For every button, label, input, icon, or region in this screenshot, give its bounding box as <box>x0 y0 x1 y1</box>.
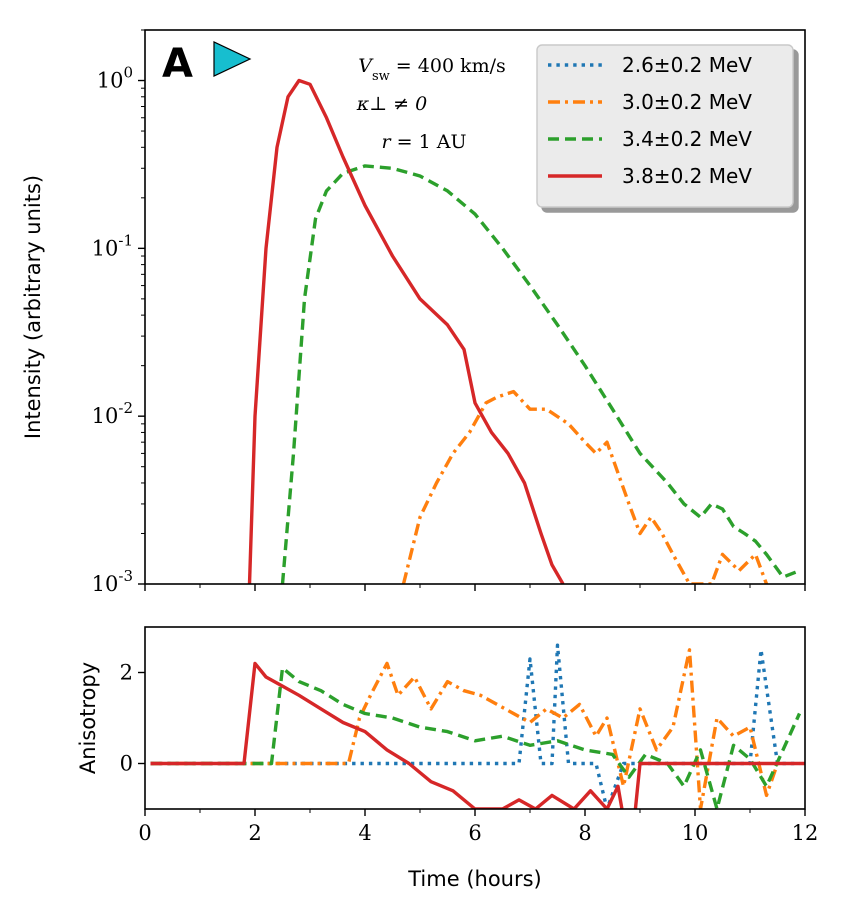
intensity-series-3.0 <box>401 389 769 584</box>
legend-box <box>536 44 794 208</box>
anisotropy-series-3.0 <box>150 648 780 809</box>
anisotropy-panel: 0 2 0 2 4 6 8 10 12 Anisotropy Time (hours) <box>76 626 819 891</box>
time-xtick-label: 2 <box>248 821 261 845</box>
time-xtick-label: 12 <box>792 821 819 845</box>
radius-annotation: r = 1 AU <box>382 131 467 153</box>
anisotropy-ytick-label: 0 <box>120 752 133 776</box>
intensity-ytick-label: 10-2 <box>92 399 133 428</box>
intensity-ylabel: Intensity (arbitrary units) <box>21 175 45 439</box>
intensity-ytick-label: 100 <box>97 64 133 93</box>
time-xtick-label: 8 <box>578 821 591 845</box>
anisotropy-series-3.8 <box>150 661 805 809</box>
anisotropy-series <box>150 643 805 809</box>
anisotropy-ytick-label: 2 <box>120 661 133 685</box>
legend-label-3.8: 3.8±0.2 MeV <box>622 164 752 188</box>
anisotropy-axes-frame <box>144 626 806 810</box>
legend-label-3.4: 3.4±0.2 MeV <box>622 127 752 151</box>
legend-label-3.0: 3.0±0.2 MeV <box>622 90 752 114</box>
intensity-series-3.8 <box>247 78 565 584</box>
time-xtick-label: 0 <box>138 821 151 845</box>
intensity-series <box>247 78 801 584</box>
time-xtick-label: 4 <box>358 821 371 845</box>
intensity-ytick-label: 10-3 <box>92 567 133 596</box>
intensity-ticks: 10-3 10-2 10-1 100 <box>92 29 806 596</box>
anisotropy-ticks: 0 2 0 2 4 6 8 10 12 <box>120 661 819 846</box>
anisotropy-ylabel: Anisotropy <box>76 662 100 774</box>
legend: 2.6±0.2 MeV 3.0±0.2 MeV 3.4±0.2 MeV 3.8±… <box>536 44 794 208</box>
solar-wind-speed-annotation: Vsw = 400 km/s <box>358 55 506 84</box>
legend-label-2.6: 2.6±0.2 MeV <box>622 53 752 77</box>
time-xlabel: Time (hours) <box>407 867 542 891</box>
time-xtick-label: 10 <box>682 821 709 845</box>
panel-letter: A <box>162 41 193 87</box>
play-triangle-icon <box>213 41 252 77</box>
intensity-axes-frame <box>144 29 806 585</box>
time-xtick-label: 6 <box>468 821 481 845</box>
intensity-series-3.4 <box>280 164 801 584</box>
anisotropy-series-3.4 <box>150 666 802 809</box>
intensity-ytick-label: 10-1 <box>92 231 133 260</box>
kappa-annotation: κ⊥ ≠ 0 <box>356 93 427 115</box>
intensity-panel: 10-3 10-2 10-1 100 Intensity (arbitrary uni… <box>21 29 806 596</box>
